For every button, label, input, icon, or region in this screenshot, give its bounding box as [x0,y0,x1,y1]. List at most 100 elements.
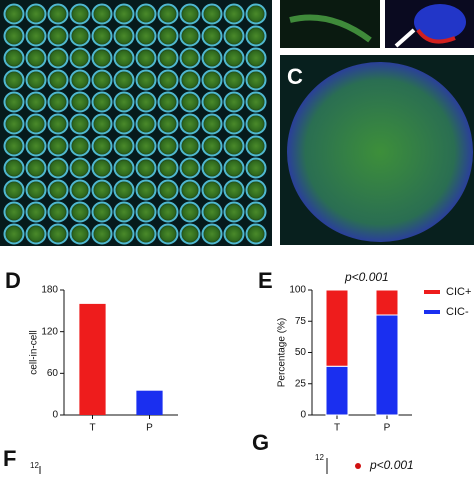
tma-core [25,201,47,223]
tma-core [3,135,25,157]
panel-label: D [5,268,21,293]
tma-core [47,91,69,113]
panel-label: F [3,446,16,471]
tma-core [69,91,91,113]
tma-core [135,113,157,135]
tma-core [223,25,245,47]
y-tick-label: 50 [295,347,307,358]
tma-core [245,179,267,201]
tma-core [157,135,179,157]
tma-core [91,69,113,91]
tma-core [135,201,157,223]
tma-core [113,47,135,69]
y-tick-label: 0 [52,410,58,421]
tma-core [69,69,91,91]
tma-core [69,25,91,47]
tma-core [245,223,267,245]
tma-core [245,69,267,91]
tma-core [245,91,267,113]
tma-core [135,157,157,179]
tma-core [223,47,245,69]
tma-core [47,47,69,69]
tma-core [223,113,245,135]
tma-core [245,135,267,157]
x-tick-label: T [89,423,95,434]
tma-core [179,113,201,135]
tma-core [113,91,135,113]
tma-core [245,25,267,47]
bar-segment [325,289,349,367]
tma-core [135,135,157,157]
tma-cores [3,3,267,245]
tma-core [69,179,91,201]
tma-core [201,3,223,25]
tma-core [113,25,135,47]
tma-core [201,113,223,135]
tick-label: 12 [315,453,324,462]
tma-core [157,201,179,223]
tma-core [69,223,91,245]
bar-segment [375,314,399,416]
tma-core [223,179,245,201]
tma-core [135,179,157,201]
cell [414,4,466,40]
tma-core [157,47,179,69]
tma-core [245,157,267,179]
tma-core [25,25,47,47]
tma-core [223,157,245,179]
y-tick-label: 75 [295,316,307,327]
y-tick-label: 25 [295,378,307,389]
legend-label: CIC- [446,306,469,318]
tma-core [25,113,47,135]
tma-core [157,179,179,201]
tma-core [47,69,69,91]
tma-core [3,201,25,223]
tissue-core [287,62,473,242]
y-tick-label: 60 [47,368,59,379]
annotation: p<0.001 [344,270,389,284]
tma-core [25,223,47,245]
tma-core [69,113,91,135]
tma-core [113,113,135,135]
tma-core [135,25,157,47]
tma-core [3,3,25,25]
dot [355,463,361,469]
tma-core [113,223,135,245]
tma-core [113,201,135,223]
tma-core [91,25,113,47]
tma-core [201,179,223,201]
tma-core [201,25,223,47]
tma-core [201,135,223,157]
tma-core [47,223,69,245]
tma-core [201,69,223,91]
tma-core [135,47,157,69]
tma-core [245,201,267,223]
bar-segment [375,289,399,316]
tma-core [157,69,179,91]
tma-core [223,3,245,25]
tma-core [25,47,47,69]
tma-core [3,91,25,113]
tma-core [179,69,201,91]
y-tick-label: 0 [300,410,306,421]
cell-rim [416,28,456,44]
tma-core [3,223,25,245]
x-tick-label: P [384,423,391,434]
tma-core [47,113,69,135]
tma-core [179,135,201,157]
annotation: p<0.001 [369,458,414,472]
tma-core [179,91,201,113]
tma-core [69,47,91,69]
x-tick-label: P [146,423,153,434]
tma-core [113,135,135,157]
tma-core [201,157,223,179]
panel-label: C [287,64,303,89]
tma-core [91,179,113,201]
tma-core [113,3,135,25]
tma-core [157,223,179,245]
tma-core [223,91,245,113]
tma-core [91,223,113,245]
tma-core [3,179,25,201]
tma-core [91,113,113,135]
